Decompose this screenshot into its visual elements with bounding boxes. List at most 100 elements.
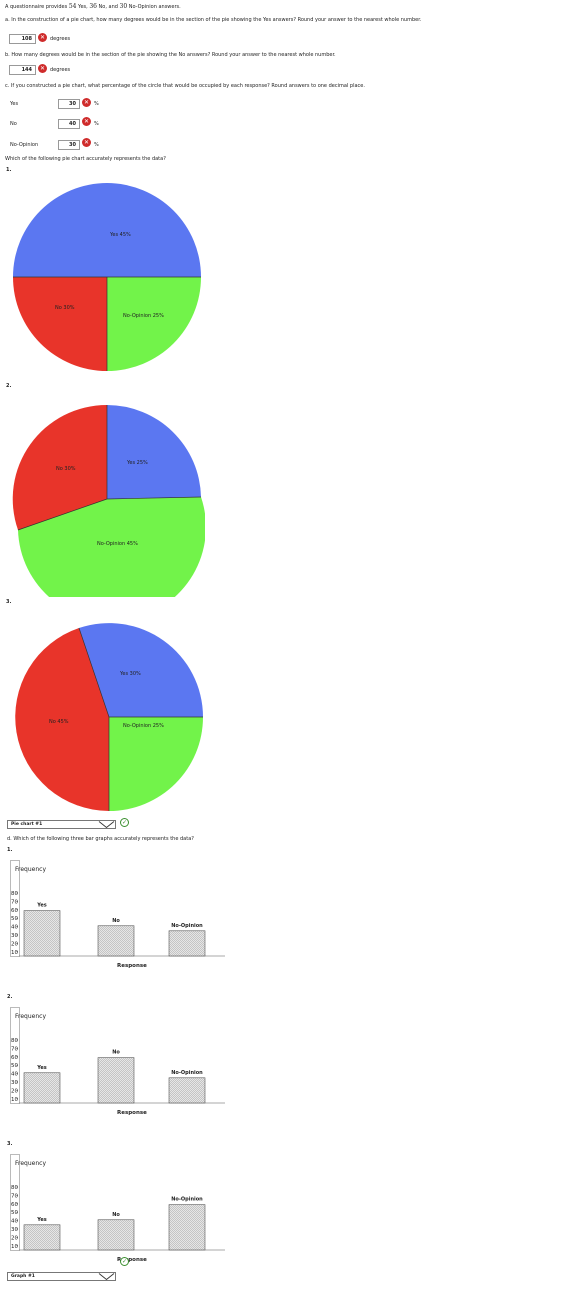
bar-1-category-label: No-Opinion: [171, 923, 203, 929]
bar-1-tick-label: 80: [11, 891, 18, 897]
bar-3-bar-no: [97, 1219, 135, 1251]
part-a-question: a. In the construction of a pie chart, h…: [5, 17, 422, 23]
part-b-answer-input[interactable]: 144: [9, 65, 36, 75]
pie-2-number: 2.: [6, 383, 12, 389]
bar-2-tick-label: 70: [11, 1046, 18, 1052]
part-c-label-yes: Yes: [10, 101, 19, 107]
part-c-no-opinion-input[interactable]: 30: [58, 140, 80, 150]
pie-chart-2: Yes 25% No 30% No-Opinion 45%: [12, 404, 205, 597]
bar-1-tick-label: 60: [11, 908, 18, 914]
pie-3-slice-no-opinion: [109, 717, 203, 811]
chevron-down-icon: [98, 1273, 115, 1280]
bar-2-tick-label: 20: [11, 1088, 18, 1094]
pie-1-label-no: No 30%: [55, 305, 75, 311]
pie-1-label-yes: Yes 45%: [109, 232, 131, 238]
pie-3-label-no-opinion: No-Opinion 25%: [123, 723, 164, 729]
pie-2-slice-no: [12, 404, 107, 530]
bar-graph-3: Frequency 80 70 60 50 40 30 20 10 Yes No No-Opini…: [10, 1154, 225, 1263]
bar-3-tick-label: 50: [11, 1210, 18, 1216]
pie-2-slice-yes: [107, 405, 201, 499]
bar-2-category-label: No-Opinion: [171, 1070, 203, 1076]
bar-graph-correct-icon: ✓: [120, 1257, 129, 1266]
part-b-unit: degrees: [50, 67, 71, 73]
bar-graph-2: Frequency 80 70 60 50 40 30 20 10 Yes No No-Opini…: [10, 1007, 225, 1116]
bar-graph-select-value: Graph #1: [11, 1274, 35, 1279]
part-c-label-no: No: [10, 121, 17, 127]
pie-3-number: 3.: [6, 599, 12, 605]
part-b-question: b. How many degrees would be in the sect…: [5, 52, 336, 58]
pie-1-slice-no: [13, 277, 107, 371]
part-a-unit: degrees: [50, 36, 71, 42]
pie-question: Which of the following pie chart accurat…: [5, 156, 166, 162]
bar-3-ylabel: Frequency: [15, 1160, 46, 1167]
bar-1-tick-label: 10: [11, 950, 18, 956]
bar-3-category-label: No-Opinion: [171, 1197, 203, 1203]
bar-3-tick-label: 80: [11, 1185, 18, 1191]
part-c-yes-unit: %: [94, 101, 99, 107]
part-c-question: c. If you constructed a pie chart, what …: [5, 83, 365, 89]
bar-3-tick-label: 10: [11, 1244, 18, 1250]
bar-1-category-label: Yes: [36, 903, 47, 909]
pie-chart-1: Yes 45% No 30% No-Opinion 25%: [13, 183, 201, 371]
bar-3-category-label: Yes: [36, 1217, 47, 1223]
bar-1-tick-label: 50: [11, 916, 18, 922]
bar-2-category-label: Yes: [36, 1065, 47, 1071]
part-c-no-incorrect-icon: ✕: [82, 117, 91, 126]
pie-1-number: 1.: [6, 167, 12, 173]
bar-1-number: 1.: [7, 847, 13, 853]
pie-2-label-yes: Yes 25%: [126, 460, 148, 466]
bar-1-ylabel: Frequency: [15, 866, 46, 873]
bar-1-tick-label: 40: [11, 925, 18, 931]
bar-2-number: 2.: [7, 994, 13, 1000]
pie-chart-select-value: Pie chart #1: [11, 822, 43, 827]
bar-2-tick-label: 50: [11, 1063, 18, 1069]
part-c-yes-input[interactable]: 30: [58, 99, 80, 109]
pie-chart-3: Yes 30% No 45% No-Opinion 25%: [15, 623, 203, 811]
no-opinion-count: 30: [119, 3, 128, 10]
part-c-no-input[interactable]: 40: [58, 119, 80, 129]
part-c-label-no-opinion: No-Opinion: [10, 142, 39, 148]
part-c-no-opinion-unit: %: [94, 142, 99, 148]
pie-chart-correct-icon: ✓: [120, 818, 129, 827]
pie-1-slice-yes: [13, 183, 201, 277]
bar-graph-1: Frequency 80 70 60 50 40 30 20 10 Yes No No-Opini…: [10, 860, 225, 969]
pie-3-slice-no: [15, 628, 110, 811]
pie-3-slice-yes: [79, 623, 203, 717]
no-count: 36: [89, 3, 97, 10]
bar-1-bar-yes: [23, 910, 61, 957]
bar-1-xlabel: Response: [117, 963, 147, 969]
bar-3-number: 3.: [7, 1141, 13, 1147]
part-c-yes-incorrect-icon: ✕: [82, 98, 91, 107]
bar-1-category-label: No: [112, 918, 120, 924]
pie-1-slice-no-opinion: [107, 277, 201, 371]
bar-1-bar-no-opinion: [168, 930, 206, 957]
pie-2-slice-no-opinion: [18, 497, 205, 597]
bar-graph-select[interactable]: Graph #1: [7, 1272, 116, 1281]
bar-2-tick-label: 80: [11, 1038, 18, 1044]
pie-2-label-no-opinion: No-Opinion 45%: [97, 541, 138, 547]
part-c-no-opinion-incorrect-icon: ✕: [82, 138, 91, 147]
bar-2-ylabel: Frequency: [15, 1013, 46, 1020]
bar-3-tick-label: 20: [11, 1235, 18, 1241]
bar-2-bar-no: [97, 1057, 135, 1104]
bar-2-tick-label: 60: [11, 1055, 18, 1061]
part-c-no-unit: %: [94, 121, 99, 127]
bar-2-tick-label: 40: [11, 1072, 18, 1078]
bar-1-tick-label: 20: [11, 941, 18, 947]
bar-2-xlabel: Response: [117, 1110, 147, 1116]
pie-3-label-no: No 45%: [49, 719, 69, 725]
bar-3-category-label: No: [112, 1212, 120, 1218]
bar-3-tick-label: 30: [11, 1227, 18, 1233]
pie-chart-select[interactable]: Pie chart #1: [7, 820, 116, 829]
bar-3-tick-label: 60: [11, 1202, 18, 1208]
bar-1-tick-label: 70: [11, 899, 18, 905]
part-b-incorrect-icon: ✕: [38, 64, 47, 73]
bar-2-tick-label: 10: [11, 1097, 18, 1103]
pie-1-label-no-opinion: No-Opinion 25%: [123, 313, 164, 319]
part-a-answer-input[interactable]: 108: [9, 34, 36, 44]
bar-2-bar-no-opinion: [168, 1077, 206, 1104]
yes-count: 54: [68, 3, 77, 10]
bar-1-bar-no: [97, 925, 135, 957]
bar-2-category-label: No: [112, 1050, 120, 1056]
pie-3-label-yes: Yes 30%: [119, 671, 141, 677]
